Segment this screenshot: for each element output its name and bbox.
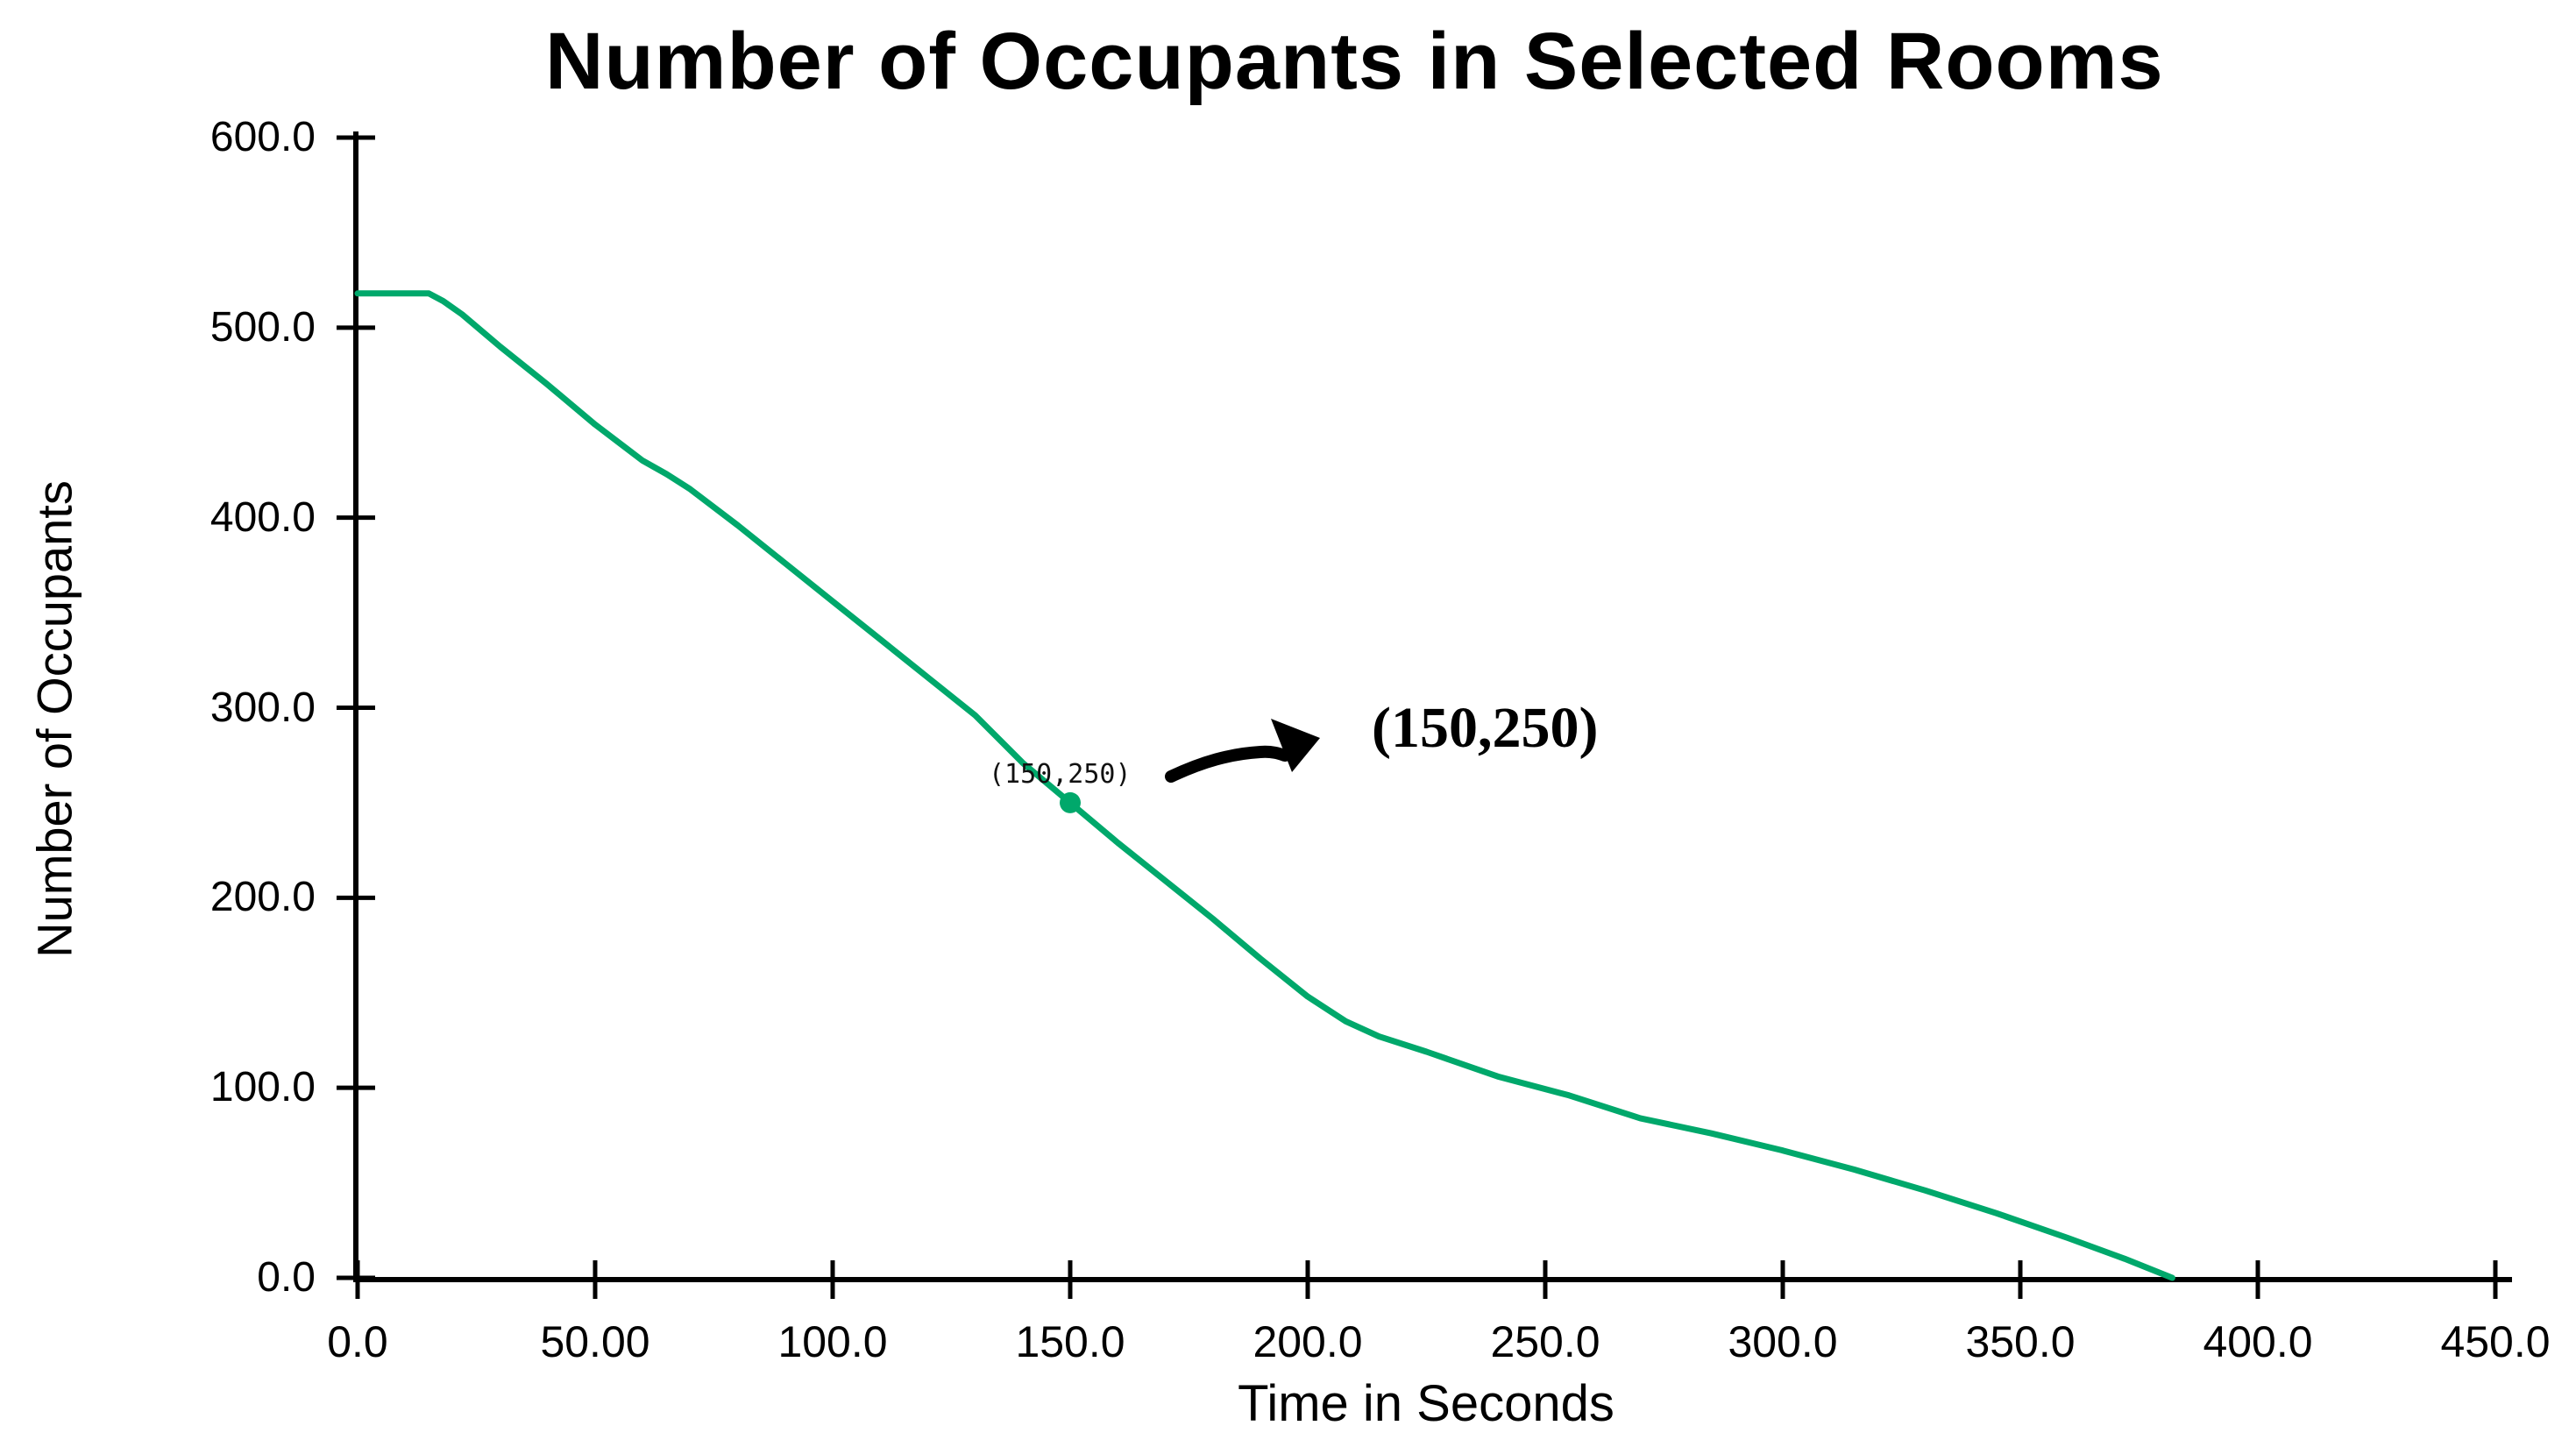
callout-arrow-head-icon — [1271, 719, 1320, 772]
x-tick-label: 300.0 — [1728, 1317, 1838, 1366]
x-tick-label: 150.0 — [1015, 1317, 1125, 1366]
x-tick-label: 450.0 — [2440, 1317, 2551, 1366]
point-annotation-label: (150,250) — [989, 759, 1132, 790]
x-tick-label: 200.0 — [1253, 1317, 1363, 1366]
y-tick-label: 200.0 — [209, 874, 316, 921]
x-tick-label: 50.00 — [540, 1317, 650, 1366]
x-tick-label: 0.0 — [327, 1317, 388, 1366]
y-tick-label: 100.0 — [209, 1064, 316, 1111]
callout-arrow-shaft — [1165, 745, 1291, 783]
occupants-series-line — [354, 290, 2175, 1281]
x-tick-label: 350.0 — [1965, 1317, 2076, 1366]
y-tick-label: 300.0 — [209, 684, 316, 731]
y-tick-label: 500.0 — [209, 303, 316, 351]
y-tick-label: 0.0 — [257, 1254, 316, 1301]
chart-title: Number of Occupants in Selected Rooms — [545, 17, 2164, 106]
y-tick-label: 400.0 — [209, 493, 316, 541]
x-axis-title: Time in Seconds — [1238, 1375, 1614, 1432]
marked-point-dot — [1060, 791, 1081, 813]
x-tick-label: 100.0 — [777, 1317, 888, 1366]
x-tick-label: 250.0 — [1490, 1317, 1600, 1366]
callout-annotation-label: (150,250) — [1372, 696, 1599, 760]
y-tick-label: 600.0 — [209, 114, 316, 160]
x-tick-label: 400.0 — [2203, 1317, 2313, 1366]
